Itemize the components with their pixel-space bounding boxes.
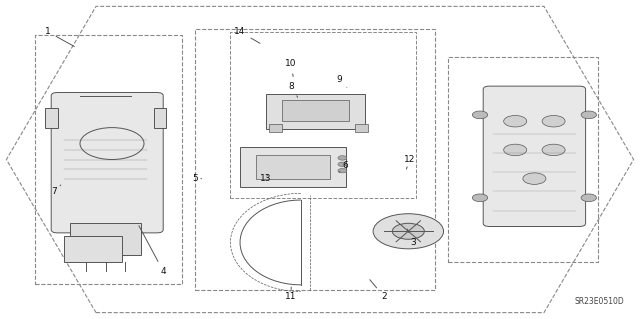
FancyBboxPatch shape <box>45 108 58 128</box>
Circle shape <box>338 168 347 173</box>
FancyBboxPatch shape <box>483 86 586 226</box>
Text: 9: 9 <box>337 75 347 87</box>
Circle shape <box>542 144 565 156</box>
Text: 5: 5 <box>193 174 202 183</box>
FancyBboxPatch shape <box>266 94 365 129</box>
Text: SR23E0510D: SR23E0510D <box>574 297 624 306</box>
Text: 4: 4 <box>139 226 166 276</box>
Circle shape <box>581 194 596 202</box>
FancyBboxPatch shape <box>282 100 349 121</box>
Circle shape <box>504 144 527 156</box>
FancyBboxPatch shape <box>355 124 368 132</box>
Text: 12: 12 <box>404 155 415 169</box>
Text: 7: 7 <box>52 185 61 196</box>
Circle shape <box>523 173 546 184</box>
Circle shape <box>542 115 565 127</box>
Circle shape <box>392 223 424 239</box>
Circle shape <box>338 162 347 167</box>
FancyBboxPatch shape <box>269 124 282 132</box>
Text: 14: 14 <box>234 27 260 43</box>
Circle shape <box>338 156 347 160</box>
Text: 1: 1 <box>45 27 74 47</box>
FancyBboxPatch shape <box>51 93 163 233</box>
Text: 11: 11 <box>285 287 297 301</box>
Text: 2: 2 <box>370 280 387 301</box>
Text: 10: 10 <box>285 59 297 77</box>
Circle shape <box>472 111 488 119</box>
Text: 8: 8 <box>289 82 298 97</box>
Circle shape <box>581 111 596 119</box>
Text: 3: 3 <box>408 229 415 247</box>
Circle shape <box>373 214 444 249</box>
FancyBboxPatch shape <box>64 236 122 262</box>
Text: 6: 6 <box>339 161 348 172</box>
FancyBboxPatch shape <box>154 108 166 128</box>
FancyBboxPatch shape <box>256 155 330 179</box>
Text: 13: 13 <box>260 174 271 183</box>
FancyBboxPatch shape <box>70 223 141 255</box>
Circle shape <box>504 115 527 127</box>
FancyBboxPatch shape <box>240 147 346 187</box>
Circle shape <box>472 194 488 202</box>
